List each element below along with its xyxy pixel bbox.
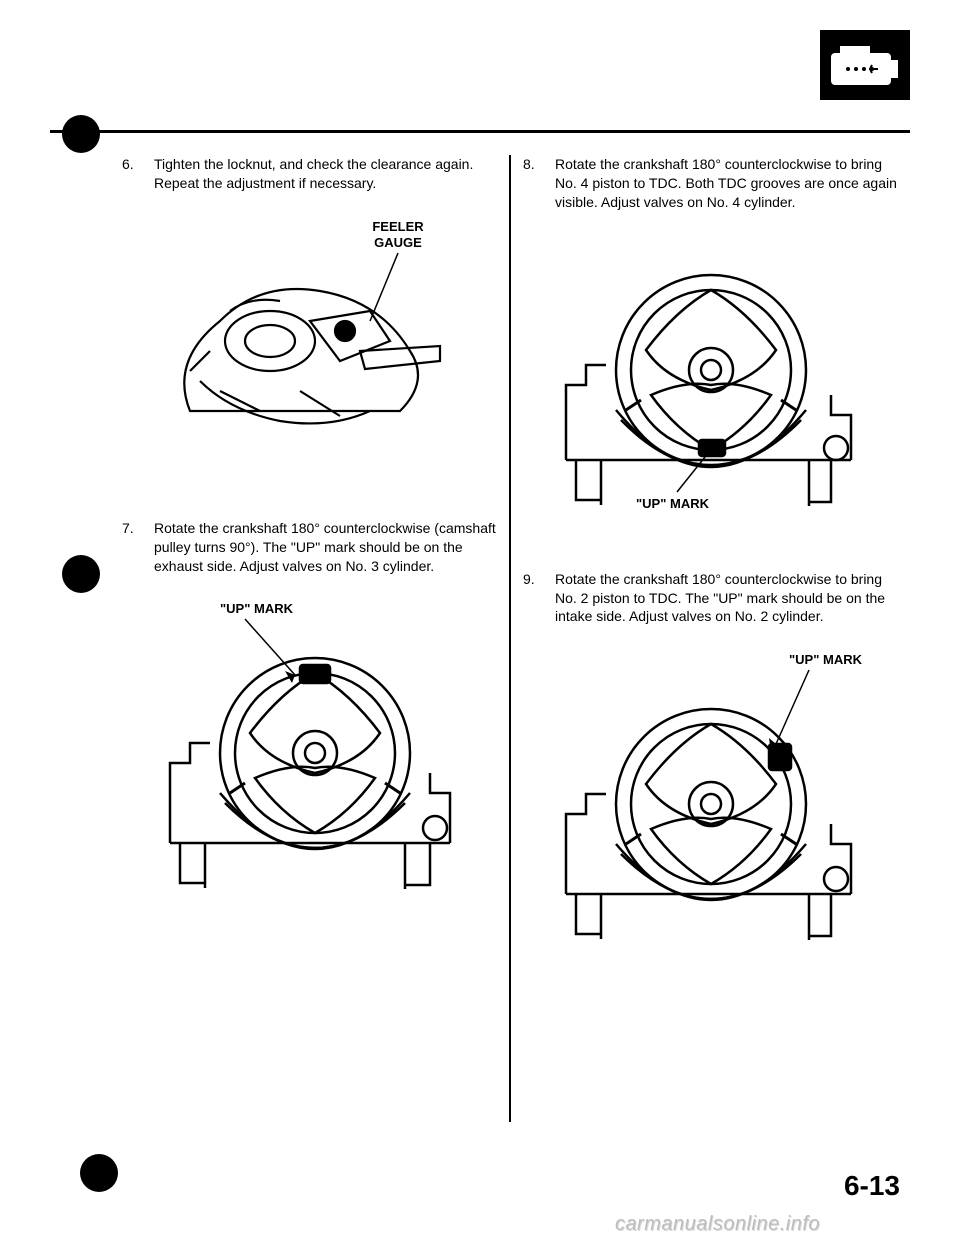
section-bullet	[80, 1154, 118, 1192]
figure-pulley-right-1: "UP" MARK	[523, 230, 898, 520]
step-6: 6. Tighten the locknut, and check the cl…	[122, 155, 497, 193]
step-7: 7. Rotate the crankshaft 180° counterclo…	[122, 519, 497, 576]
step-text: Rotate the crankshaft 180° counterclockw…	[154, 519, 497, 576]
step-8: 8. Rotate the crankshaft 180° counterclo…	[523, 155, 898, 212]
step-number: 7.	[122, 519, 140, 576]
figure-pulley-right-2: "UP" MARK	[523, 644, 898, 944]
step-9: 9. Rotate the crankshaft 180° counterclo…	[523, 570, 898, 627]
engine-icon	[820, 30, 910, 100]
section-bullet	[62, 555, 100, 593]
right-column: 8. Rotate the crankshaft 180° counterclo…	[511, 155, 910, 1122]
step-text: Tighten the locknut, and check the clear…	[154, 155, 497, 193]
left-column: 6. Tighten the locknut, and check the cl…	[110, 155, 509, 1122]
up-mark-label: "UP" MARK	[220, 601, 294, 616]
watermark: carmanualsonline.info	[615, 1213, 820, 1236]
step-text: Rotate the crankshaft 180° counterclockw…	[555, 155, 898, 212]
engine-icon-svg	[830, 40, 900, 90]
section-bullet	[62, 115, 100, 153]
step-number: 6.	[122, 155, 140, 193]
step-number: 9.	[523, 570, 541, 627]
up-mark-label: "UP" MARK	[636, 496, 710, 511]
header-rule	[50, 130, 910, 133]
page-number: 6-13	[844, 1170, 900, 1202]
up-mark-label: "UP" MARK	[789, 652, 863, 667]
content-columns: 6. Tighten the locknut, and check the cl…	[110, 155, 910, 1122]
step-number: 8.	[523, 155, 541, 212]
figure-pulley-left: "UP" MARK	[122, 593, 497, 893]
step-text: Rotate the crankshaft 180° counterclockw…	[555, 570, 898, 627]
figure-feeler-gauge: FEELER GAUGE	[122, 211, 497, 461]
page: 6. Tighten the locknut, and check the cl…	[0, 0, 960, 1242]
feeler-label-2: GAUGE	[374, 235, 422, 250]
feeler-label-1: FEELER	[372, 219, 424, 234]
